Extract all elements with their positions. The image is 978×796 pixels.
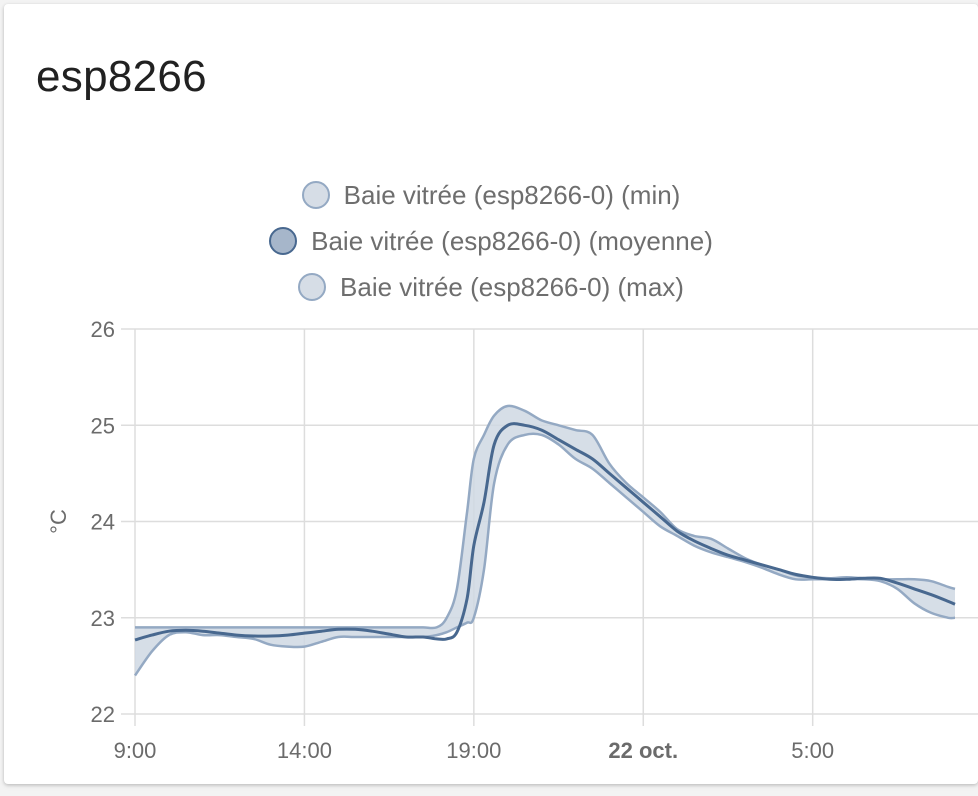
y-tick-label: 22 <box>91 702 115 727</box>
series-min-line <box>133 432 956 677</box>
y-axis-label: °C <box>46 509 71 534</box>
x-tick-label: 5:00 <box>791 738 834 763</box>
legend-item-min[interactable]: Baie vitrée (esp8266-0) (min) <box>4 172 978 218</box>
series-max-line <box>134 404 956 630</box>
legend-label-max: Baie vitrée (esp8266-0) (max) <box>340 271 684 302</box>
y-tick-label: 26 <box>91 317 115 342</box>
legend-swatch-mean <box>269 227 298 255</box>
y-tick-label: 23 <box>91 606 115 631</box>
x-tick-label: 19:00 <box>446 738 501 763</box>
legend-item-max[interactable]: Baie vitrée (esp8266-0) (max) <box>4 264 978 310</box>
chart-legend: Baie vitrée (esp8266-0) (min) Baie vitré… <box>4 172 978 310</box>
x-tick-label: 14:00 <box>277 738 332 763</box>
y-tick-label: 25 <box>91 413 115 438</box>
x-tick-label: 22 oct. <box>608 738 678 763</box>
card-title: esp8266 <box>36 52 207 101</box>
series-mean-line <box>134 422 956 642</box>
legend-label-min: Baie vitrée (esp8266-0) (min) <box>343 179 681 210</box>
y-tick-label: 24 <box>91 510 115 535</box>
history-card: esp8266 Baie vitrée (esp8266-0) (min) Ba… <box>4 4 978 784</box>
legend-item-mean[interactable]: Baie vitrée (esp8266-0) (moyenne) <box>4 218 978 264</box>
legend-swatch-max <box>298 273 327 301</box>
temperature-chart: 22 23 24 25 26 9:00 14:00 19:00 22 oct. 5:00 °C <box>46 317 978 763</box>
x-tick-label: 9:00 <box>114 738 157 763</box>
legend-swatch-min <box>301 181 330 209</box>
legend-label-mean: Baie vitrée (esp8266-0) (moyenne) <box>311 225 713 256</box>
